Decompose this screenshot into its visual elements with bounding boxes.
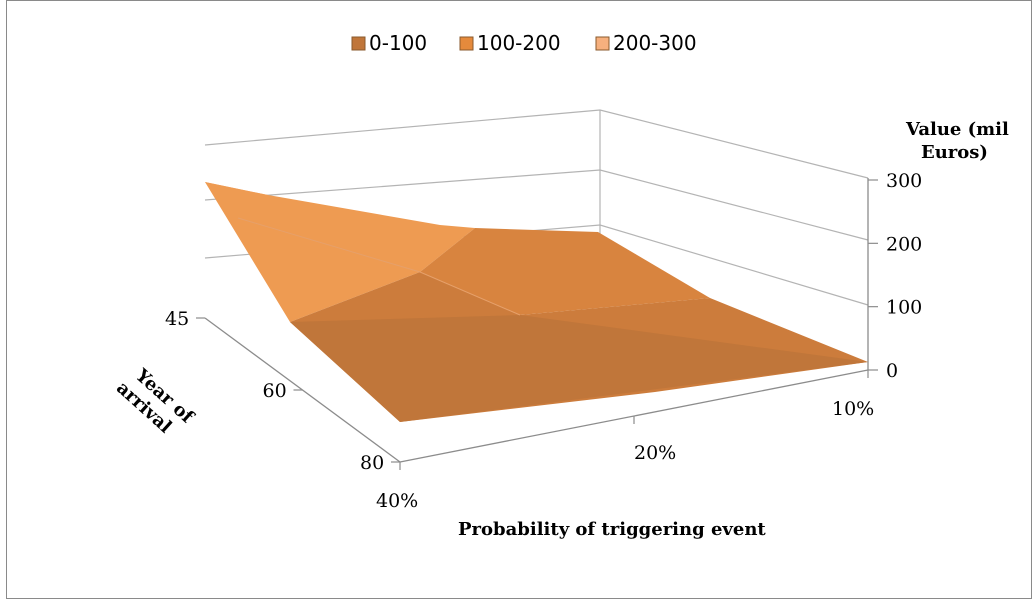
legend-label-2: 200-300 xyxy=(613,31,697,55)
legend-swatch-1 xyxy=(459,36,474,51)
legend-label-1: 100-200 xyxy=(477,31,561,55)
x-tick-label-1: 20% xyxy=(634,442,676,464)
value-axis-ticks: 0 100 200 300 xyxy=(868,170,922,382)
surface-ridge xyxy=(237,217,521,316)
x-tick-label-0: 40% xyxy=(376,490,418,512)
x-tick-label-2: 10% xyxy=(832,398,874,420)
depth-tick-label-2: 80 xyxy=(360,452,384,474)
value-tick-label-1: 100 xyxy=(886,297,922,319)
surface-back-left xyxy=(205,182,475,322)
surface-front-shade xyxy=(290,315,868,422)
depth-tick-label-0: 45 xyxy=(165,308,189,330)
surface-back-right xyxy=(420,228,710,315)
depth-axis-ticks: 45 60 80 xyxy=(165,308,400,474)
depth-axis-title: Year of arrival xyxy=(112,364,198,437)
legend-swatch-0 xyxy=(351,36,366,51)
value-tick-label-0: 0 xyxy=(886,360,898,382)
x-axis-title: Probability of triggering event xyxy=(458,519,766,540)
value-axis-title-line2: Euros) xyxy=(921,142,988,163)
back-wall-top xyxy=(204,109,869,179)
depth-tick-label-1: 60 xyxy=(263,380,287,402)
value-tick-label-2: 200 xyxy=(886,233,922,255)
legend-label-0: 0-100 xyxy=(369,31,427,55)
x-axis-ticks: 40% 20% 10% xyxy=(376,370,874,512)
surface-patches xyxy=(205,182,868,422)
legend-swatch-2 xyxy=(595,36,610,51)
legend: 0-100 100-200 200-300 xyxy=(351,31,697,55)
value-axis-title-line1: Value (mil xyxy=(905,119,1009,140)
value-tick-label-3: 300 xyxy=(886,170,922,192)
